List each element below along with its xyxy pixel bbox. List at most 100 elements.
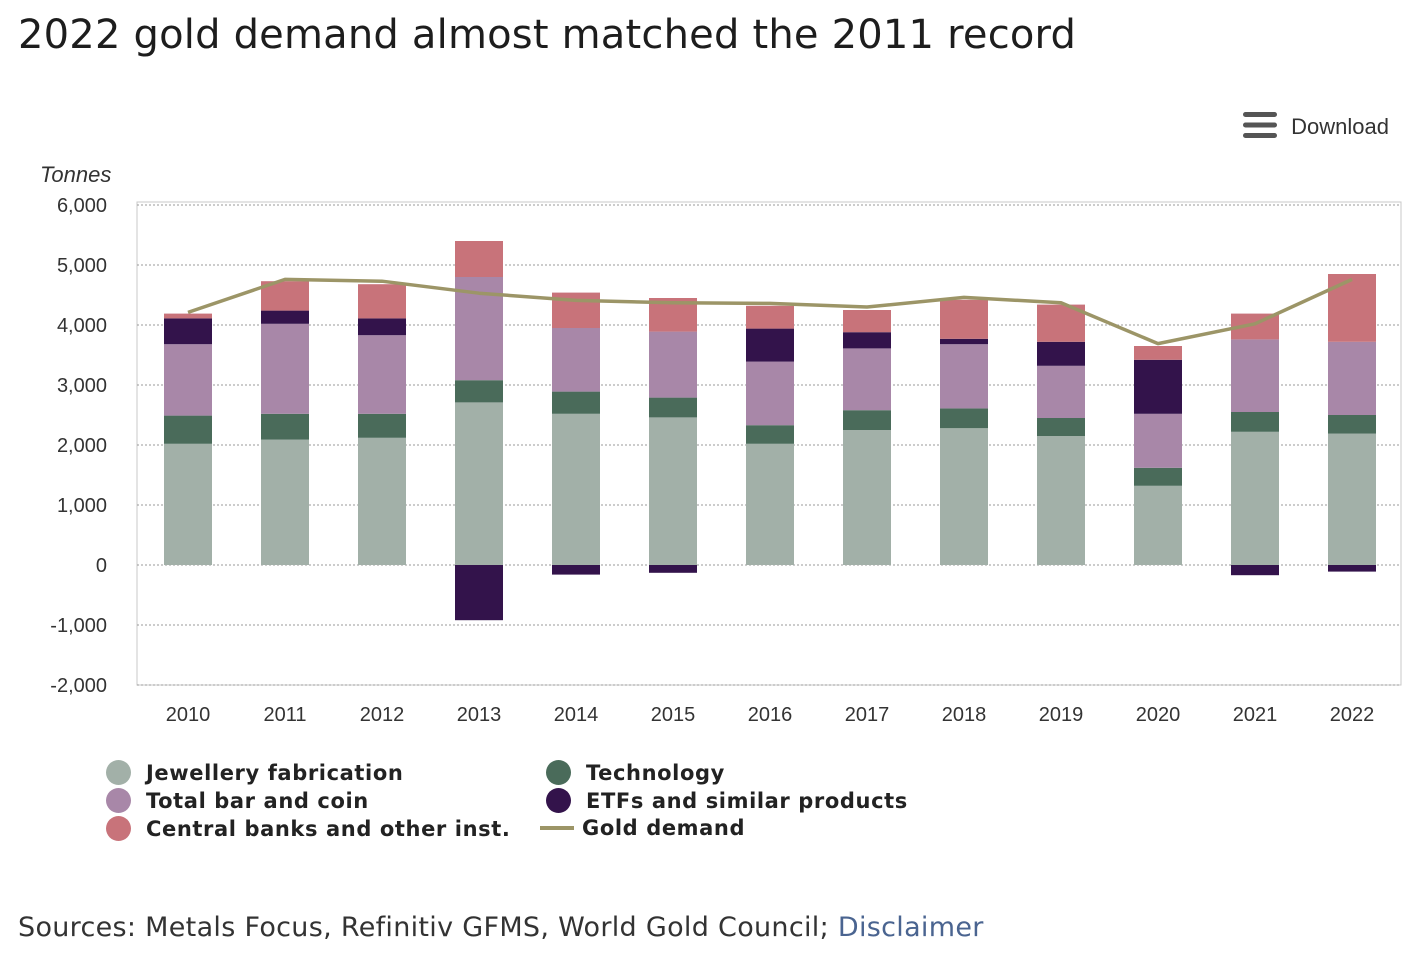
bar-2020-series-2 (1134, 413, 1182, 468)
bar-2018-series-3 (940, 338, 988, 345)
legend-item-jewellery[interactable]: Jewellery fabrication (106, 760, 403, 785)
x-tick-label-2019: 2019 (1039, 704, 1084, 726)
stacked-bar-chart: 6,000 5,000 4,000 3,000 2,000 1,000 0 -1,000 -2,… (40, 162, 1402, 726)
sources-note: Sources: Metals Focus, Refinitiv GFMS, W… (18, 912, 984, 943)
x-tick-label-2017: 2017 (845, 704, 890, 726)
bar-2013-series-4 (455, 241, 503, 277)
legend-label-technology: Technology (586, 760, 725, 785)
legend-item-technology[interactable]: Technology (546, 760, 725, 785)
bar-2018-series-1 (940, 408, 988, 429)
bar-2021-series-2 (1231, 339, 1279, 412)
bar-2020-series-4 (1134, 346, 1182, 360)
bar-2018-series-0 (940, 428, 988, 565)
bar-2015-series-2 (649, 331, 697, 398)
legend-swatch-etfs (546, 788, 571, 813)
legend-swatch-jewellery (106, 760, 131, 785)
x-tick-label-2021: 2021 (1233, 704, 1278, 726)
bar-2022-series-2 (1328, 341, 1376, 415)
bar-2015-series-1 (649, 397, 697, 418)
x-tick-label-2018: 2018 (942, 704, 987, 726)
bar-2021-series-3 (1231, 565, 1279, 576)
legend-item-bar-coin[interactable]: Total bar and coin (106, 788, 369, 813)
bar-2017-series-1 (843, 410, 891, 430)
y-tick-label-2: 4,000 (57, 315, 107, 337)
bar-2012-series-0 (358, 437, 406, 565)
gold-demand-line-group (187, 277, 1353, 346)
bar-2010-series-1 (164, 415, 212, 444)
x-tick-label-2014: 2014 (554, 704, 599, 726)
bar-2014-series-1 (552, 391, 600, 414)
legend-swatch-gold-demand (540, 826, 574, 830)
x-tick-label-2022: 2022 (1330, 704, 1375, 726)
bar-2015-series-3 (649, 565, 697, 573)
bar-2013-series-3 (455, 565, 503, 621)
bar-2013-series-0 (455, 402, 503, 565)
bar-2016-series-0 (746, 443, 794, 565)
bar-2016-series-1 (746, 425, 794, 444)
bar-2012-series-2 (358, 335, 406, 414)
y-tick-label-6: 0 (96, 555, 107, 577)
hamburger-menu-icon (1243, 112, 1278, 142)
legend-swatch-bar-coin (106, 788, 131, 813)
gold-demand-line (187, 277, 1353, 346)
bar-2017-series-2 (843, 348, 891, 411)
legend-item-central-banks[interactable]: Central banks and other inst. (106, 816, 510, 841)
bar-2012-series-4 (358, 284, 406, 319)
bar-2012-series-1 (358, 413, 406, 438)
download-label: Download (1291, 114, 1389, 139)
bar-2010-series-2 (164, 344, 212, 416)
legend-item-etfs[interactable]: ETFs and similar products (546, 788, 908, 813)
y-axis-label: Tonnes (40, 162, 111, 187)
bar-2020-series-1 (1134, 467, 1182, 486)
legend-label-central-banks: Central banks and other inst. (146, 816, 511, 841)
legend-label-etfs: ETFs and similar products (586, 788, 908, 813)
x-axis-ticks: 2010 2011 2012 2013 2014 2015 2016 2017 2018 2019… (166, 704, 1375, 726)
y-tick-label-8: -2,000 (50, 675, 107, 697)
x-tick-label-2015: 2015 (651, 704, 696, 726)
bar-2018-series-2 (940, 344, 988, 409)
y-tick-label-5: 1,000 (57, 495, 107, 517)
bar-2015-series-0 (649, 417, 697, 565)
bar-2021-series-0 (1231, 431, 1279, 565)
bar-2016-series-3 (746, 328, 794, 362)
download-button[interactable]: Download (1243, 112, 1389, 142)
bar-2014-series-3 (552, 565, 600, 575)
bar-2011-series-3 (261, 310, 309, 324)
bar-2013-series-1 (455, 380, 503, 403)
x-tick-label-2010: 2010 (166, 704, 211, 726)
y-tick-label-0: 6,000 (57, 195, 107, 217)
x-tick-label-2012: 2012 (360, 704, 405, 726)
y-tick-label-1: 5,000 (57, 255, 107, 277)
bar-2014-series-0 (552, 413, 600, 565)
x-tick-label-2011: 2011 (263, 704, 306, 726)
y-axis-ticks: 6,000 5,000 4,000 3,000 2,000 1,000 0 -1,000 -2,… (50, 195, 107, 697)
y-tick-label-4: 2,000 (57, 435, 107, 457)
bar-2021-series-1 (1231, 412, 1279, 432)
legend-swatch-technology (546, 760, 571, 785)
legend-label-jewellery: Jewellery fabrication (146, 760, 404, 785)
bar-2014-series-2 (552, 328, 600, 392)
bar-2017-series-4 (843, 310, 891, 333)
bar-2022-series-3 (1328, 565, 1376, 572)
x-tick-label-2013: 2013 (457, 704, 502, 726)
sources-text: Sources: Metals Focus, Refinitiv GFMS, W… (18, 912, 838, 943)
x-tick-label-2020: 2020 (1136, 704, 1181, 726)
legend-label-gold-demand: Gold demand (582, 816, 746, 840)
legend-item-gold-demand[interactable]: Gold demand (540, 816, 745, 840)
y-tick-label-7: -1,000 (50, 615, 107, 637)
bar-2019-series-2 (1037, 365, 1085, 418)
legend-swatch-central-banks (106, 816, 131, 841)
bar-2011-series-0 (261, 439, 309, 565)
bar-2010-series-4 (164, 313, 212, 319)
bar-2019-series-1 (1037, 418, 1085, 436)
bar-2012-series-3 (358, 318, 406, 336)
bar-2019-series-0 (1037, 436, 1085, 565)
x-tick-label-2016: 2016 (748, 704, 793, 726)
disclaimer-link[interactable]: Disclaimer (837, 912, 984, 943)
bar-2016-series-2 (746, 361, 794, 426)
bar-2011-series-1 (261, 413, 309, 440)
bar-2010-series-3 (164, 318, 212, 345)
bar-2022-series-0 (1328, 433, 1376, 565)
bar-2022-series-1 (1328, 415, 1376, 434)
page-title: 2022 gold demand almost matched the 2011… (18, 12, 1077, 58)
